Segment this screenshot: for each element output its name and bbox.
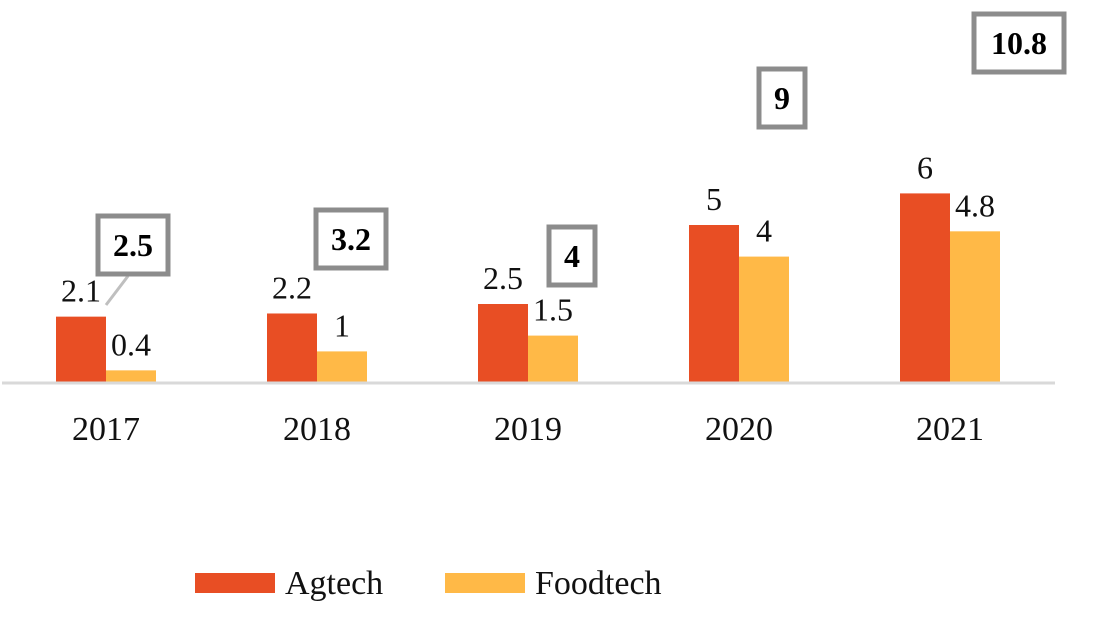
bar-agtech-2021 (900, 193, 950, 383)
bar-agtech-2018 (267, 313, 317, 383)
total-label-2020: 9 (774, 80, 790, 116)
x-tick-label-2020: 2020 (705, 411, 773, 448)
totals-layer: 2.5 3.2 4 9 10.8 (95, 11, 1067, 306)
total-label-2019: 4 (564, 238, 580, 274)
bar-agtech-2020 (689, 225, 739, 383)
bar-foodtech-2019 (528, 335, 578, 383)
data-label-agtech-2019: 2.5 (483, 260, 523, 296)
total-leader-line-2017 (104, 275, 130, 306)
data-label-foodtech-2020: 4 (756, 213, 772, 249)
data-label-agtech-2017: 2.1 (61, 273, 101, 309)
total-box-2020 (756, 66, 808, 130)
bars-layer (56, 193, 1000, 383)
bar-foodtech-2017 (106, 370, 156, 383)
legend-label-foodtech: Foodtech (535, 565, 662, 602)
total-box-2017 (95, 213, 171, 277)
legend: Agtech Foodtech (195, 565, 662, 602)
total-label-2017: 2.5 (113, 227, 153, 263)
bar-agtech-2017 (56, 316, 106, 383)
x-tick-label-2018: 2018 (283, 411, 351, 448)
data-label-foodtech-2018: 1 (334, 307, 350, 343)
x-tick-label-2017: 2017 (72, 411, 140, 448)
data-label-foodtech-2021: 4.8 (955, 187, 995, 223)
x-tick-labels: 2017 2018 2019 2020 2021 (72, 411, 984, 448)
bar-foodtech-2018 (317, 351, 367, 383)
bar-foodtech-2020 (739, 256, 789, 383)
total-box-2019 (546, 224, 598, 288)
legend-swatch-foodtech (445, 573, 525, 593)
legend-swatch-agtech (195, 573, 275, 593)
data-label-agtech-2018: 2.2 (272, 269, 312, 305)
x-tick-label-2019: 2019 (494, 411, 562, 448)
legend-label-agtech: Agtech (285, 565, 383, 602)
data-label-foodtech-2019: 1.5 (533, 292, 573, 328)
data-label-agtech-2021: 6 (917, 149, 933, 185)
x-tick-label-2021: 2021 (916, 411, 984, 448)
bar-foodtech-2021 (950, 231, 1000, 383)
total-box-2021 (971, 11, 1067, 75)
total-box-2018 (313, 207, 389, 271)
data-label-foodtech-2017: 0.4 (111, 326, 151, 362)
total-label-2021: 10.8 (991, 25, 1047, 61)
total-label-2018: 3.2 (331, 221, 371, 257)
bar-agtech-2019 (478, 304, 528, 383)
data-label-agtech-2020: 5 (706, 181, 722, 217)
